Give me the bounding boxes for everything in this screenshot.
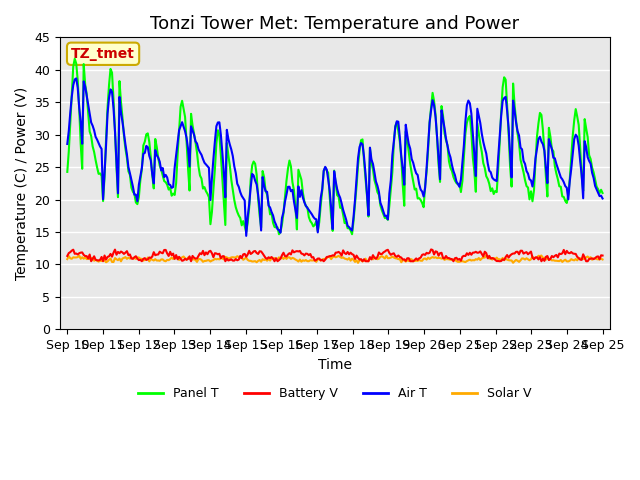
Legend: Panel T, Battery V, Air T, Solar V: Panel T, Battery V, Air T, Solar V (134, 382, 536, 405)
Battery V (598, 252, 606, 258)
Battery V (572, 251, 580, 257)
Air T (63, 141, 71, 147)
Solar V (223, 254, 230, 260)
Battery V (99, 258, 107, 264)
Air T (243, 233, 250, 239)
Solar V (250, 259, 257, 264)
Battery V (225, 258, 232, 264)
X-axis label: Time: Time (318, 358, 352, 372)
Air T (72, 75, 80, 81)
Solar V (598, 257, 606, 263)
Air T (225, 136, 232, 142)
Battery V (299, 251, 307, 257)
Solar V (63, 256, 71, 262)
Panel T (252, 161, 259, 167)
Solar V (129, 256, 137, 262)
Line: Solar V: Solar V (67, 255, 602, 263)
Air T (301, 199, 308, 205)
Battery V (428, 247, 435, 252)
Battery V (131, 254, 138, 260)
Solar V (483, 252, 490, 258)
Text: TZ_tmet: TZ_tmet (71, 47, 135, 61)
Solar V (298, 259, 305, 264)
Line: Panel T: Panel T (67, 59, 602, 234)
Air T (253, 181, 260, 187)
Air T (131, 192, 138, 197)
Line: Battery V: Battery V (67, 250, 602, 261)
Solar V (354, 260, 362, 266)
Panel T (299, 190, 307, 195)
Line: Air T: Air T (67, 78, 602, 236)
Solar V (241, 256, 248, 262)
Air T (598, 196, 606, 202)
Panel T (572, 106, 580, 112)
Battery V (243, 254, 250, 260)
Solar V (572, 256, 580, 262)
Air T (572, 132, 580, 138)
Title: Tonzi Tower Met: Temperature and Power: Tonzi Tower Met: Temperature and Power (150, 15, 520, 33)
Panel T (131, 191, 138, 197)
Panel T (243, 229, 250, 235)
Panel T (598, 190, 606, 196)
Battery V (63, 253, 71, 259)
Y-axis label: Temperature (C) / Power (V): Temperature (C) / Power (V) (15, 87, 29, 280)
Panel T (71, 56, 79, 61)
Panel T (348, 231, 356, 237)
Battery V (252, 248, 259, 254)
Air T (244, 214, 252, 220)
Panel T (225, 152, 232, 158)
Panel T (63, 169, 71, 175)
